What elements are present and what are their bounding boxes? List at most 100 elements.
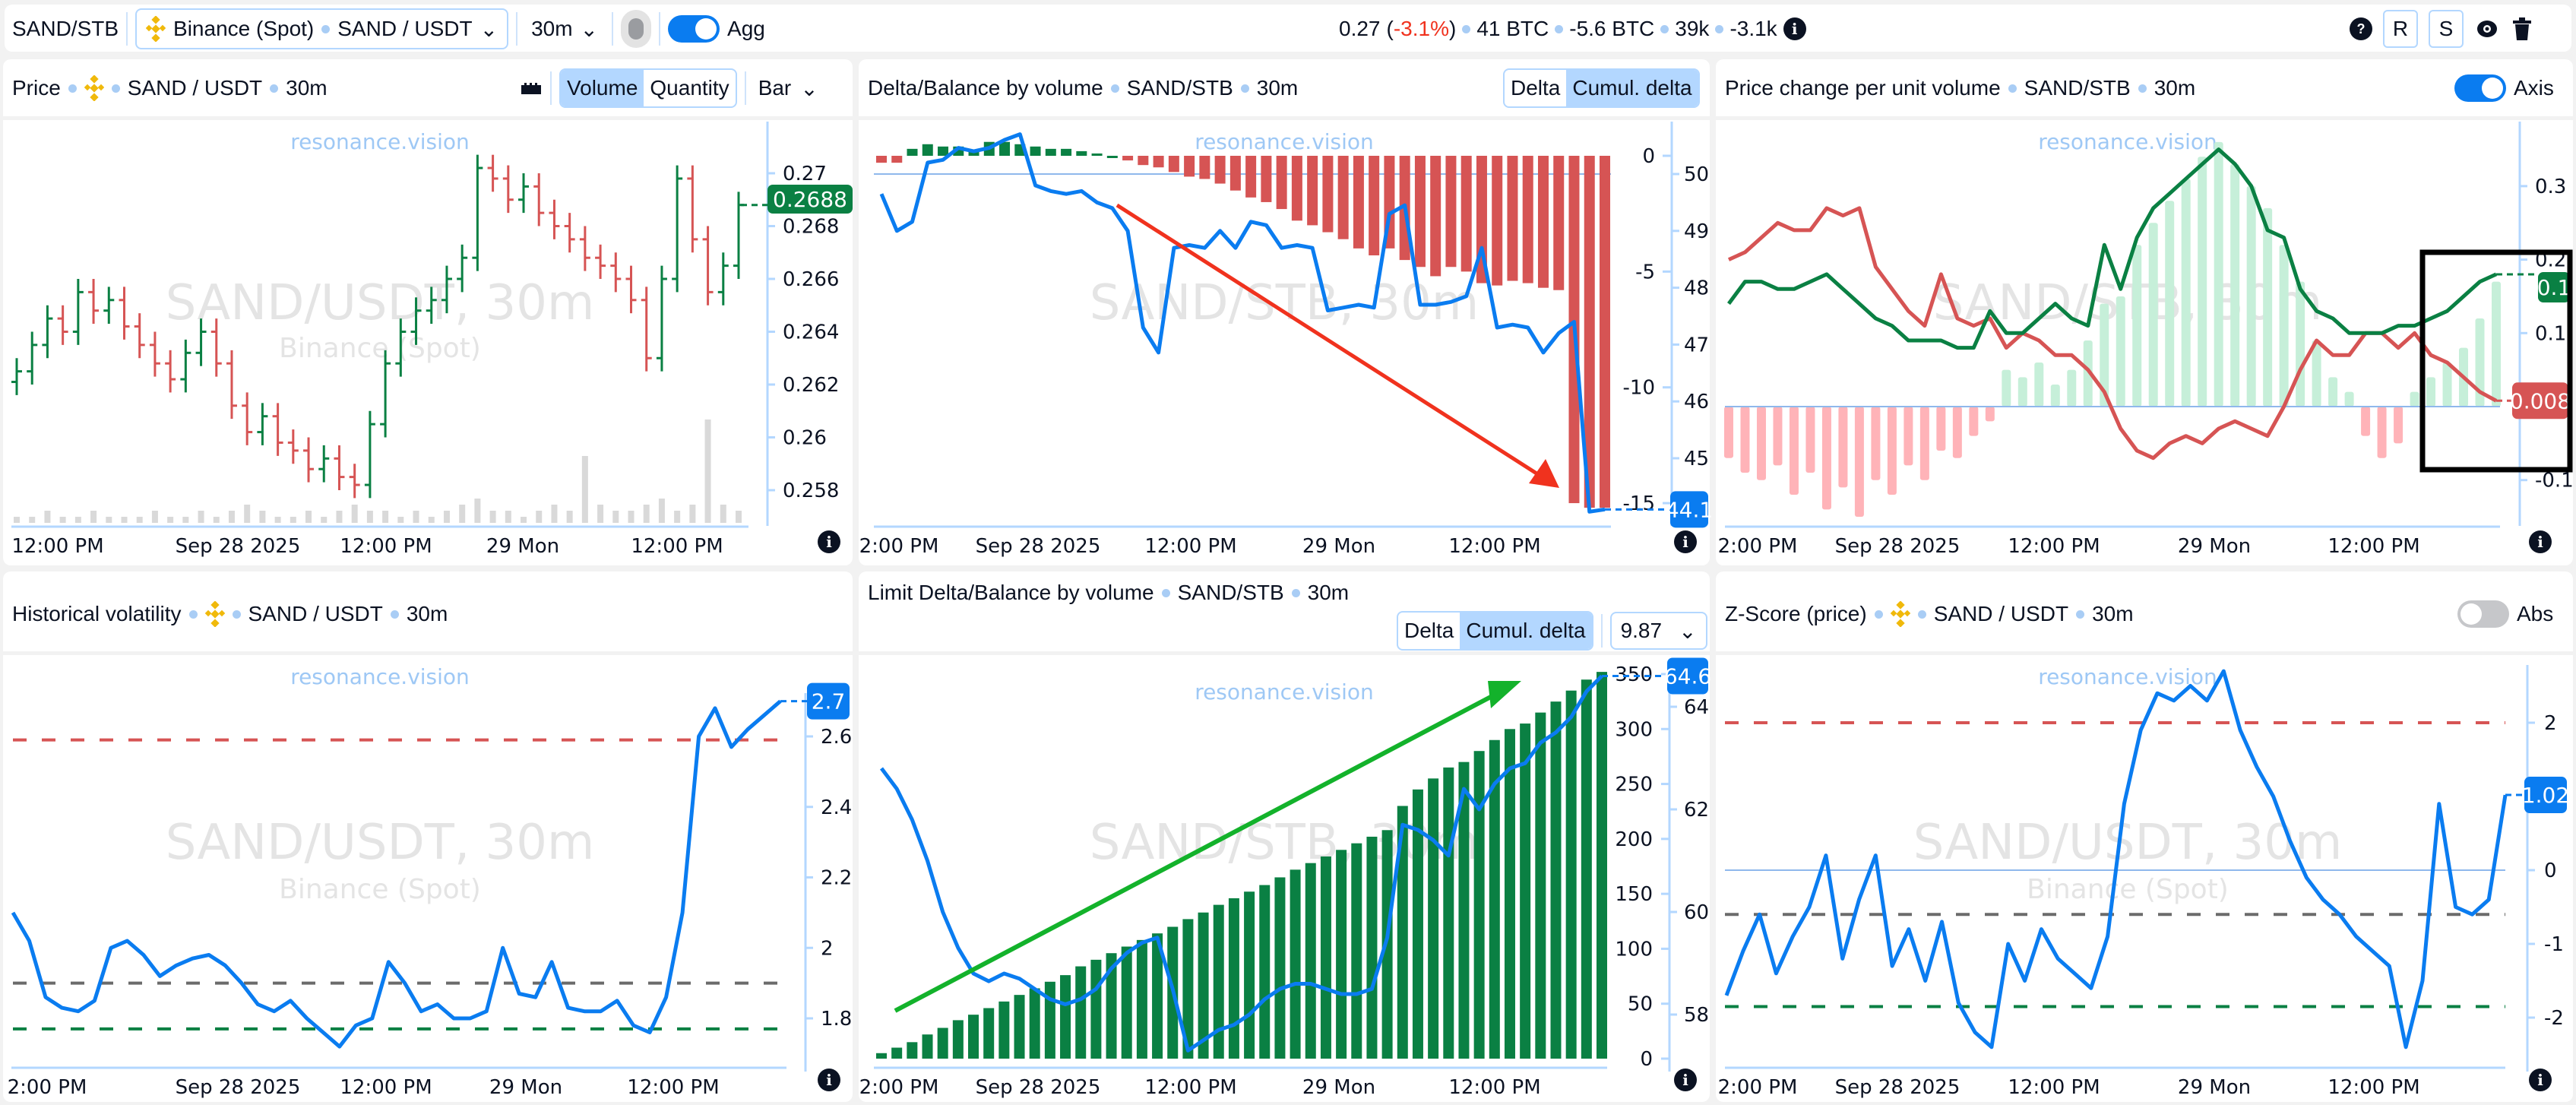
cumulative-delta-bar (1336, 850, 1347, 1059)
volume-bar (643, 505, 650, 523)
agg-toggle[interactable] (668, 15, 720, 43)
last-value-badge: 44.1 (1666, 497, 1713, 522)
dot-separator (2076, 609, 2085, 619)
volume-change-bar (2100, 303, 2109, 407)
volume-option[interactable]: Volume (561, 70, 644, 106)
cumulative-delta-bar (1504, 729, 1515, 1059)
info-icon[interactable]: i (1783, 17, 1806, 40)
cumulative-delta-bar (1492, 156, 1503, 286)
interval-selector[interactable]: 30m ⌄ (525, 17, 604, 42)
cumul-delta-option[interactable]: Cumul. delta (1460, 613, 1592, 649)
binance-logo-icon (204, 601, 225, 627)
r-button[interactable]: R (2383, 10, 2418, 48)
dot-separator (111, 84, 120, 93)
cumulative-delta-bar (937, 1027, 948, 1059)
volume-bar (720, 505, 726, 523)
cumulative-delta-bar (1245, 156, 1257, 198)
z-score-line (1724, 669, 2508, 1050)
green-arrow-head (1488, 681, 1521, 708)
stat-delta-trades: -3.1k (1729, 17, 1777, 40)
dot-separator (1291, 588, 1300, 597)
chart-type-selector[interactable]: Bar ⌄ (754, 76, 823, 101)
volume-bar (305, 511, 312, 523)
volume-bar (59, 517, 66, 523)
chevron-down-icon: ⌄ (479, 17, 498, 41)
volume-bar (597, 505, 604, 523)
exchange-pair-selector[interactable]: Binance (Spot) SAND / USDT ⌄ (135, 8, 509, 49)
delta-option[interactable]: Delta (1404, 619, 1454, 642)
green-last-badge-bg (2538, 272, 2570, 302)
dot-separator (232, 609, 241, 619)
y-tick-label-right: 47 (1684, 334, 1709, 356)
cumulative-delta-bar (1550, 701, 1562, 1059)
trash-icon[interactable] (2511, 16, 2533, 42)
y-tick-label-right: 58 (1684, 1004, 1709, 1027)
cumulative-delta-bar (1152, 933, 1163, 1059)
info-icon[interactable]: i (1674, 530, 1697, 553)
x-tick-label: 29 Mon (489, 1076, 562, 1099)
panel-pair: SAND / USDT (127, 76, 263, 100)
cumulative-delta-bar (1600, 156, 1610, 508)
x-tick-label: 12:00 PM (2008, 1076, 2100, 1099)
quantity-option[interactable]: Quantity (650, 76, 729, 100)
y-tick-label: 2.6 (821, 726, 852, 749)
watermark-brand: resonance.vision (2038, 664, 2217, 689)
y-tick-label: 0.1 (2535, 322, 2566, 345)
cumulative-delta-bar (1430, 156, 1441, 277)
delta-mode-toggle: Delta Cumul. delta (1503, 67, 1700, 109)
cumulative-delta-bar (1198, 912, 1209, 1059)
volume-bar (198, 511, 204, 523)
last-value-badge-bg (1667, 657, 1708, 695)
info-icon[interactable]: i (1674, 1069, 1697, 1091)
volume-change-bar (2165, 201, 2175, 407)
volume-bar (182, 517, 189, 523)
volume-change-bar (1838, 407, 1848, 488)
cumulative-delta-bar (1414, 156, 1426, 268)
s-button[interactable]: S (2429, 10, 2464, 48)
volume-bar (521, 517, 527, 523)
y-tick-label-right: 50 (1684, 163, 1709, 186)
eye-icon[interactable] (2474, 17, 2500, 40)
cumulative-delta-bar (1351, 843, 1362, 1059)
last-value-badge-bg (2524, 777, 2567, 814)
dot-separator (1462, 24, 1471, 33)
info-icon[interactable]: i (818, 530, 840, 553)
last-value-badge: 2.7 (812, 689, 846, 714)
threshold-selector[interactable]: 9.87 ⌄ (1609, 612, 1707, 650)
info-icon[interactable]: i (2529, 530, 2552, 553)
watermark-brand: resonance.vision (1195, 679, 1374, 704)
cumulative-delta-bar (952, 1020, 964, 1059)
volume-bar (382, 511, 389, 523)
cumulative-delta-bar (983, 1008, 995, 1059)
cumulative-delta-bar (1337, 156, 1349, 239)
price-header: Price SAND / USDT 30m (12, 67, 328, 109)
y-tick-label: -0.1 (2535, 470, 2574, 492)
delta-option[interactable]: Delta (1511, 76, 1561, 100)
x-tick-label: 29 Mon (2178, 1076, 2251, 1099)
chevron-down-icon: ⌄ (800, 76, 818, 100)
x-tick-label: 12:00 PM (2328, 535, 2419, 558)
volume-change-bar (1936, 407, 1946, 451)
volume-change-bar (1919, 407, 1929, 480)
record-button[interactable] (621, 10, 652, 48)
question-icon[interactable]: ? (2350, 17, 2372, 40)
panel-interval: 30m (2154, 76, 2196, 100)
axis-toggle[interactable] (2454, 74, 2506, 102)
x-tick-label: 29 Mon (1302, 1076, 1375, 1099)
info-icon[interactable]: i (2529, 1069, 2552, 1091)
info-icon[interactable]: i (818, 1069, 840, 1091)
market-stats: 0.27 (-3.1%) 41 BTC -5.6 BTC 39k -3.1k i (1339, 8, 1806, 50)
y-tick-label-left: -5 (1635, 261, 1655, 283)
cumulative-delta-bar (1199, 156, 1210, 179)
cumulative-delta-bar (1366, 836, 1378, 1059)
chart-type-label: Bar (758, 75, 792, 100)
abs-toggle[interactable] (2457, 600, 2509, 628)
ruler-icon[interactable] (520, 81, 543, 96)
last-value-badge-bg (807, 682, 850, 720)
stat-volume: 41 BTC (1476, 17, 1549, 40)
y-tick-label-left: 250 (1615, 774, 1653, 796)
cumul-delta-option[interactable]: Cumul. delta (1566, 70, 1698, 106)
x-tick-label: 2:00 PM (859, 1076, 939, 1099)
cumulative-delta-bar (1597, 672, 1607, 1059)
x-tick-label: 2:00 PM (8, 1076, 87, 1099)
